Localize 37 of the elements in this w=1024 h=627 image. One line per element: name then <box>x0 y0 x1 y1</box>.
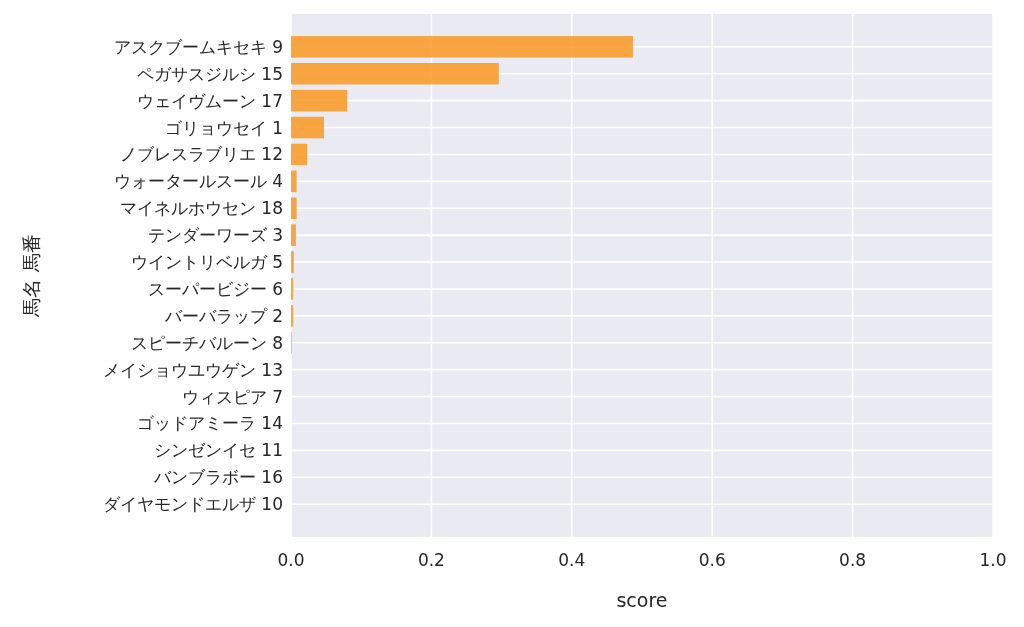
bar <box>291 170 297 193</box>
bar <box>291 278 294 300</box>
y-tick-label: ウイントリベルガ 5 <box>130 252 283 273</box>
y-tick-label: メイショウユウゲン 13 <box>102 359 283 380</box>
x-tick-label: 1.0 <box>979 550 1007 570</box>
x-tick-label: 0.0 <box>277 550 305 570</box>
y-tick-label: バーバラップ 2 <box>163 305 283 326</box>
y-tick-label: ゴリョウセイ 1 <box>164 117 283 138</box>
y-tick-label: アスクブームキセキ 9 <box>113 36 283 57</box>
bar <box>291 251 294 273</box>
bar <box>291 305 294 327</box>
x-tick-label: 0.4 <box>558 550 586 570</box>
y-tick-label: ウィスピア 7 <box>181 386 283 407</box>
bar <box>291 62 499 85</box>
y-tick-label: ノブレスラブリエ 12 <box>119 144 283 165</box>
bar <box>291 89 348 112</box>
x-tick-label: 0.8 <box>839 550 867 570</box>
bar <box>291 116 324 139</box>
y-tick-label: マイネルホウセン 18 <box>119 198 283 219</box>
y-tick-label: ウェイヴムーン 17 <box>136 90 283 111</box>
y-tick-label: シンゼンイセ 11 <box>153 440 283 461</box>
y-tick-label: バンブラボー 16 <box>152 467 283 488</box>
y-tick-label: ゴッドアミーラ 14 <box>136 413 283 434</box>
y-tick-label: ペガサスジルシ 15 <box>136 63 283 84</box>
bar <box>291 36 633 58</box>
bar <box>291 224 296 246</box>
x-tick-label: 0.6 <box>698 550 726 570</box>
y-axis-title: 馬名 馬番 <box>20 234 42 318</box>
x-tick-label: 0.2 <box>417 550 445 570</box>
y-tick-label: ダイヤモンドエルザ 10 <box>102 494 283 515</box>
y-tick-label: スピーチバルーン 8 <box>130 332 283 353</box>
y-tick-label: テンダーワーズ 3 <box>147 225 283 246</box>
bar <box>291 197 297 219</box>
y-tick-label: スーパービジー 6 <box>147 278 283 299</box>
x-axis-title: score <box>616 589 668 611</box>
y-tick-label: ウォータールスール 4 <box>113 171 283 192</box>
bar <box>291 143 308 166</box>
